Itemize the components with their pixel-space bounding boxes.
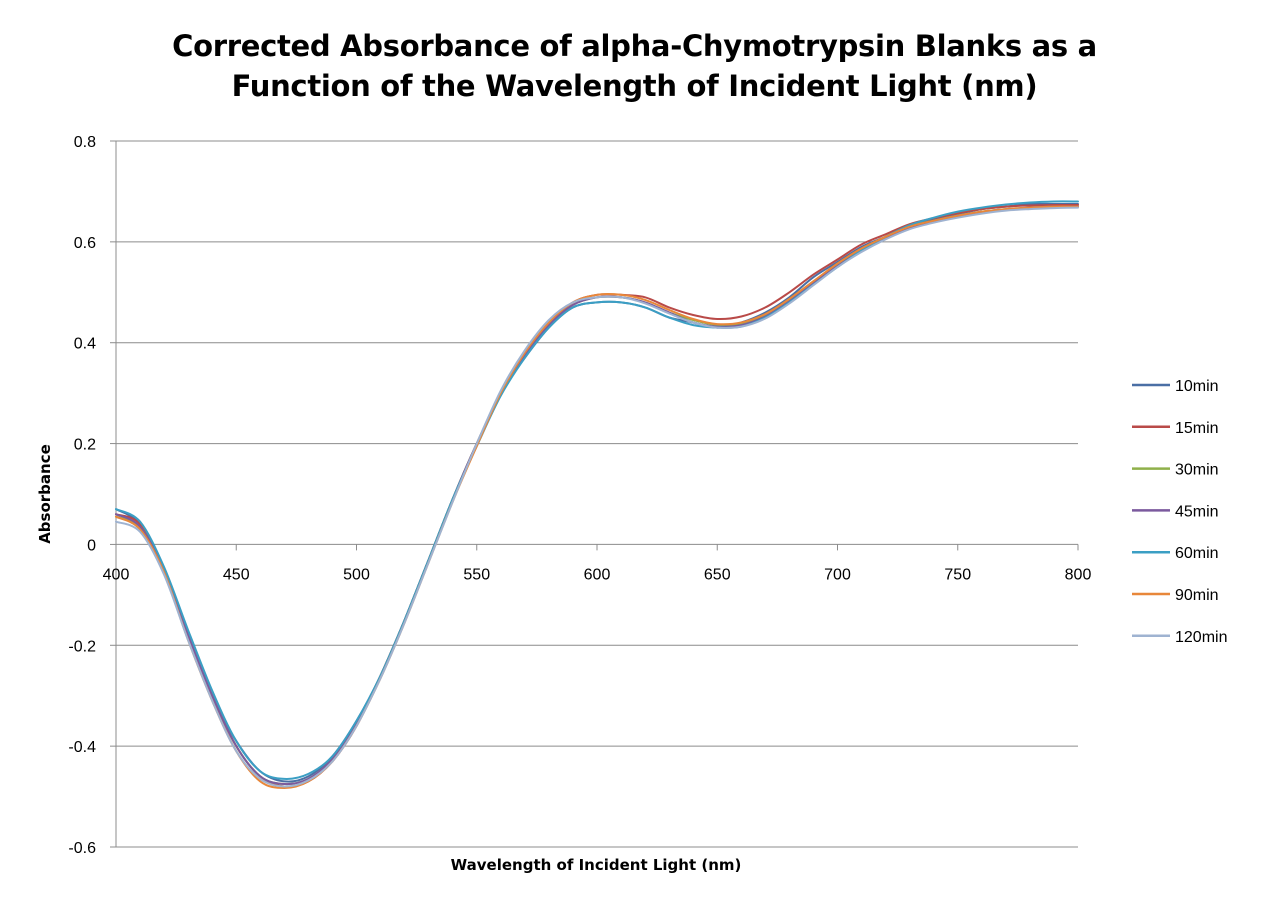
legend-label-45min: 45min <box>1175 503 1219 520</box>
legend-label-90min: 90min <box>1175 587 1219 604</box>
x-tick-label: 650 <box>704 566 731 583</box>
x-tick-label: 450 <box>223 566 250 583</box>
x-tick-label: 500 <box>343 566 370 583</box>
chart-title-line-1: Corrected Absorbance of alpha-Chymotryps… <box>172 29 1097 63</box>
chart-title: Corrected Absorbance of alpha-Chymotryps… <box>0 26 1269 106</box>
y-tick-label: 0.6 <box>74 235 96 252</box>
gridlines <box>116 140 1078 848</box>
series-line-90min <box>115 205 1079 789</box>
y-tick-label: -0.4 <box>68 739 96 756</box>
series-line-10min <box>115 202 1079 783</box>
y-axis-title: Absorbance <box>36 444 54 544</box>
x-tick-label: 750 <box>944 566 971 583</box>
series-line-30min <box>115 205 1079 786</box>
x-tick-labels: 400 450 500 550 600 650 700 750 800 <box>103 566 1092 583</box>
series-line-60min <box>115 200 1079 780</box>
chart-title-line-2: Function of the Wavelength of Incident L… <box>231 69 1038 103</box>
legend-label-120min: 120min <box>1175 629 1227 646</box>
y-tick-label: 0 <box>87 537 96 554</box>
y-tick-label: 0.8 <box>74 134 96 151</box>
legend: 10min 15min 30min 45min 60min 90min 120min <box>1132 378 1227 646</box>
legend-label-30min: 30min <box>1175 462 1219 479</box>
x-tick-label: 800 <box>1065 566 1092 583</box>
y-tick-label: -0.6 <box>68 840 96 857</box>
x-tick-label: 700 <box>824 566 851 583</box>
y-tick-labels: 0.8 0.6 0.4 0.2 0 -0.2 -0.4 -0.6 <box>68 134 96 857</box>
x-axis-title: Wavelength of Incident Light (nm) <box>451 856 742 874</box>
series-line-15min <box>115 204 1079 788</box>
x-tick-label: 600 <box>584 566 611 583</box>
series-lines <box>115 200 1079 789</box>
x-tick-label: 550 <box>463 566 490 583</box>
legend-label-15min: 15min <box>1175 420 1219 437</box>
y-tick-label: -0.2 <box>68 638 96 655</box>
axes <box>110 140 1079 848</box>
series-line-120min <box>115 206 1079 788</box>
series-line-45min <box>115 205 1079 786</box>
x-tick-label: 400 <box>103 566 130 583</box>
y-tick-label: 0.4 <box>74 336 96 353</box>
legend-label-60min: 60min <box>1175 545 1219 562</box>
y-tick-label: 0.2 <box>74 437 96 454</box>
legend-label-10min: 10min <box>1175 378 1219 395</box>
